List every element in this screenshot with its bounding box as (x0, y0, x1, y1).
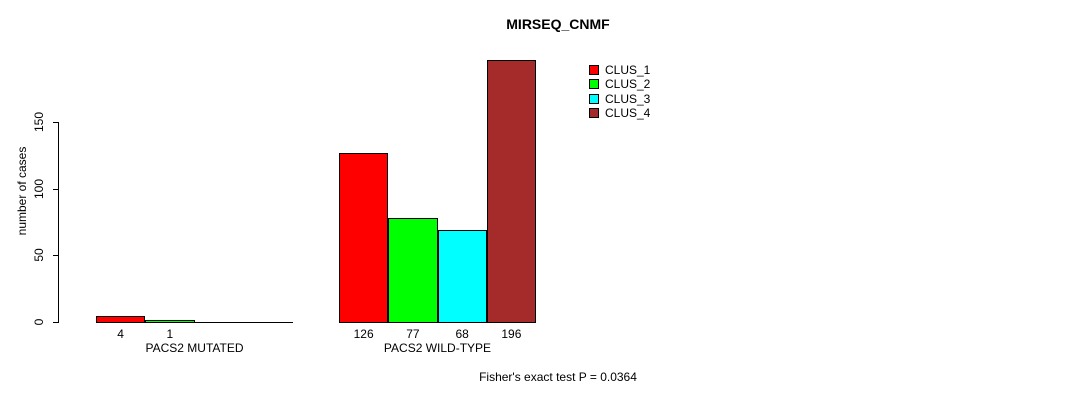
bar-clus_1 (339, 153, 388, 323)
y-axis-tick-label: 0 (32, 318, 46, 326)
legend-swatch-clus_1 (589, 65, 599, 75)
bar-value-label: 126 (353, 327, 374, 341)
y-axis-tick (53, 189, 58, 190)
legend-label: CLUS_1 (605, 63, 651, 77)
y-axis-tick-label: 150 (32, 111, 46, 133)
x-group-label: PACS2 WILD-TYPE (383, 341, 492, 355)
y-axis-tick (53, 122, 58, 123)
bar-clus_4-zero (244, 322, 293, 323)
legend-label: CLUS_2 (605, 77, 651, 91)
legend-item: CLUS_4 (589, 107, 650, 119)
bar-clus_3 (438, 230, 487, 323)
bar-value-label: 196 (501, 327, 522, 341)
y-axis-tick (53, 255, 58, 256)
bar-clus_4 (487, 60, 536, 323)
bar-clus_3-zero (195, 322, 244, 323)
legend-label: CLUS_3 (605, 92, 651, 106)
y-axis-line (58, 122, 59, 323)
legend-item: CLUS_3 (589, 93, 650, 105)
y-axis-tick-label: 50 (32, 248, 46, 262)
legend-swatch-clus_2 (589, 79, 599, 89)
legend-item: CLUS_2 (589, 78, 650, 90)
legend-item: CLUS_1 (589, 64, 650, 76)
legend-swatch-clus_3 (589, 94, 599, 104)
footer-annotation: Fisher's exact test P = 0.0364 (479, 370, 637, 384)
legend-label: CLUS_4 (605, 106, 651, 120)
bar-value-label: 68 (455, 327, 469, 341)
bar-value-label: 77 (406, 327, 420, 341)
x-group-label: PACS2 MUTATED (145, 341, 244, 355)
bar-value-label: 1 (166, 327, 174, 341)
y-axis-tick (53, 322, 58, 323)
bar-value-label: 4 (117, 327, 124, 341)
y-axis-title: number of cases (15, 146, 29, 236)
bar-clus_2 (145, 320, 195, 323)
bar-clus_1 (96, 316, 145, 323)
chart-title: MIRSEQ_CNMF (506, 16, 610, 32)
bar-clus_2 (388, 218, 438, 323)
legend-swatch-clus_4 (589, 108, 599, 118)
y-axis-tick-label: 100 (32, 178, 46, 200)
